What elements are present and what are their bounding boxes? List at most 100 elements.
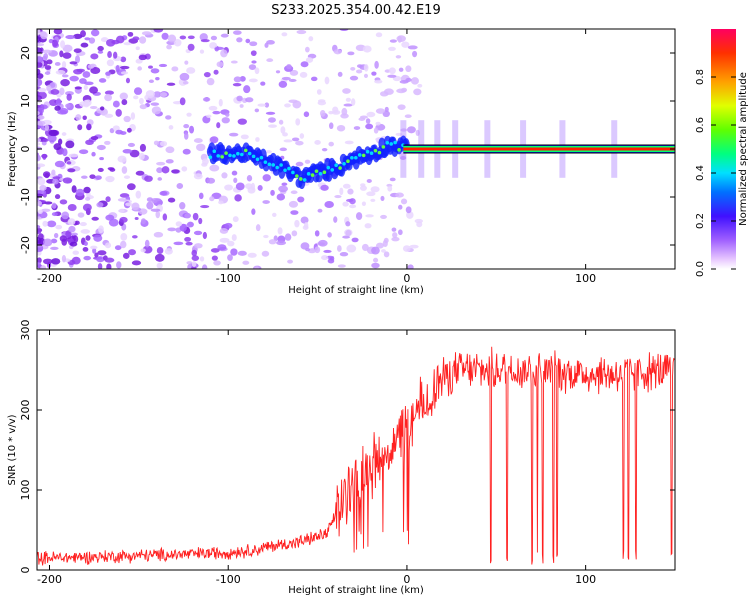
spectrogram-noise-blob [388,67,396,75]
signal-track-core [212,149,217,154]
spectrogram-noise-blob [249,41,258,47]
spectrogram-noise-blob [251,60,257,64]
spectrogram-noise-blob [75,114,82,121]
spectrogram-noise-blob [82,247,89,252]
spectrogram-noise-blob [208,105,218,111]
spectrogram-noise-blob [281,182,288,186]
spectrogram-noise-blob [120,232,128,241]
spectrogram-noise-blob [288,200,299,208]
spectrogram-noise-blob [236,95,243,102]
spectrogram-noise-blob [210,248,220,253]
spectrogram-noise-blob [214,46,225,51]
spectrogram-noise-blob [123,175,131,179]
spectrogram-noise-blob [199,256,205,262]
spectrogram-noise-blob [123,42,132,46]
spectrogram-noise-blob [137,66,143,71]
spectrogram-noise-blob [60,79,70,87]
spectrogram-noise-blob [168,125,174,130]
spectrogram-noise-blob [254,108,260,113]
spectrogram-noise-blob [184,60,189,65]
signal-track-core [232,154,236,158]
spectrogram-noise-blob [230,248,238,256]
spectrogram-noise-blob [295,161,304,167]
signal-track-core [302,178,307,182]
spectrogram-noise-blob [179,35,187,40]
spectrogram-noise-blob [37,177,46,186]
spectrogram-noise-blob [236,37,243,43]
signal-track-core [334,163,338,168]
signal-track-core [306,172,311,176]
snr-xtick-label: 100 [575,573,596,586]
spectrogram-noise-blob [300,61,309,68]
spectrogram-noise-blob [132,235,138,239]
snr-ytick-label: 0 [19,567,32,574]
spectrogram-noise-blob [251,208,256,215]
spectrogram-noise-blob [99,106,105,111]
spectrogram-noise-blob [254,67,260,75]
spectrogram-noise-blob [342,88,351,94]
spectrogram-noise-blob [217,244,227,251]
spectrogram-noise-blob [105,71,111,76]
spectrogram-noise-blob [37,36,41,43]
spectrogram-noise-blob [219,237,230,243]
spectrogram-noise-blob [407,264,414,269]
spectrogram-noise-blob [339,187,344,196]
spectrogram-noise-blob [388,46,396,51]
spectrogram-noise-blob [268,239,277,245]
spectrogram-noise-blob [192,212,199,221]
signal-track-core [295,174,299,178]
spectrogram-noise-blob [290,210,299,215]
spectrogram-noise-blob [261,250,270,257]
spectrogram-noise-blob [120,240,127,249]
signal-track-core [298,177,303,181]
spectrogram-noise-blob [65,103,71,109]
spectrogram-noise-blob [90,53,99,60]
chart-title: S233.2025.354.00.42.E19 [271,3,440,18]
signal-track-core [322,170,327,175]
spectrogram-noise-blob [104,257,115,263]
spectrogram-noise-blob [161,32,169,40]
signal-track-core [346,159,350,163]
spectrogram-noise-blob [333,49,342,55]
spectrogram-noise-blob [345,97,352,102]
spectrogram-noise-blob [224,184,234,191]
spectrogram-noise-blob [248,64,257,70]
spectrogram-noise-blob [303,221,309,229]
spectrogram-noise-blob [355,212,363,220]
spectrogram-noise-blob [191,255,200,262]
spectrogram-noise-blob [120,71,129,75]
signal-track-core [385,141,390,145]
spectrogram-noise-blob [299,71,308,78]
spectrogram-noise-blob [165,146,175,154]
spectrogram-noise-blob [417,83,423,88]
spectrogram-noise-blob [397,104,406,110]
signal-track-outer [218,144,226,155]
spectrogram-noise-blob [37,209,43,215]
spectrogram-noise-blob [181,166,188,172]
spectrogram-noise-blob [115,129,124,135]
spectrogram-noise-blob [198,192,204,200]
spectrogram-noise-blob [97,50,104,54]
spectrogram-noise-blob [363,73,368,79]
signal-track-core [361,153,366,158]
spectrogram-noise-blob [46,220,57,228]
spectrogram-noise-blob [54,105,61,111]
spectrogram-noise-blob [89,86,99,94]
spectrogram-xlabel: Height of straight line (km) [288,285,424,296]
spectrogram-noise-blob [37,196,40,202]
spectrogram-noise-blob [162,213,168,221]
spectrogram-noise-blob [375,121,381,126]
signal-track-core [216,154,221,158]
spectrogram-noise-blob [43,238,53,247]
spectrogram-noise-blob [37,189,47,195]
spectrogram-noise-blob [224,222,233,229]
spectrogram-noise-blob [371,71,377,76]
spectrogram-noise-blob [263,234,269,239]
spectrogram-noise-blob [127,31,134,37]
spectrogram-noise-blob [193,230,203,236]
spectrogram-noise-blob [114,245,122,251]
spectrogram-noise-blob [71,185,77,193]
spectrogram-noise-blob [67,203,77,212]
spectrogram-noise-blob [97,263,103,269]
